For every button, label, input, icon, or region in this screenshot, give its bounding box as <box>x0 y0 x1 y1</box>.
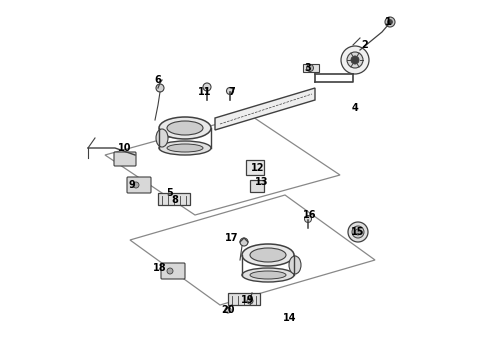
Ellipse shape <box>289 256 301 274</box>
Text: 18: 18 <box>153 263 167 273</box>
Ellipse shape <box>159 117 211 139</box>
Text: 16: 16 <box>303 210 317 220</box>
Circle shape <box>355 229 361 235</box>
Text: 17: 17 <box>225 233 239 243</box>
Text: 20: 20 <box>221 305 235 315</box>
Circle shape <box>203 83 211 91</box>
Text: 19: 19 <box>241 295 255 305</box>
Text: 4: 4 <box>352 103 358 113</box>
Ellipse shape <box>242 244 294 266</box>
Bar <box>250 180 264 192</box>
Circle shape <box>388 19 392 24</box>
Circle shape <box>307 64 314 72</box>
Text: 6: 6 <box>155 75 161 85</box>
Text: 8: 8 <box>172 195 178 205</box>
Circle shape <box>225 307 231 313</box>
Circle shape <box>167 268 173 274</box>
Polygon shape <box>215 88 315 130</box>
Circle shape <box>385 17 395 27</box>
Ellipse shape <box>167 144 203 152</box>
FancyBboxPatch shape <box>114 152 136 166</box>
Ellipse shape <box>250 271 286 279</box>
Bar <box>158 193 190 205</box>
Ellipse shape <box>250 248 286 262</box>
Ellipse shape <box>242 268 294 282</box>
Circle shape <box>341 46 369 74</box>
Text: 9: 9 <box>129 180 135 190</box>
Circle shape <box>226 87 234 95</box>
Text: 11: 11 <box>198 87 212 97</box>
Text: 12: 12 <box>251 163 265 173</box>
Text: 7: 7 <box>229 87 235 97</box>
Circle shape <box>240 238 248 246</box>
Text: 15: 15 <box>351 227 365 237</box>
Circle shape <box>347 52 363 68</box>
Ellipse shape <box>167 121 203 135</box>
Bar <box>246 160 264 175</box>
Text: 5: 5 <box>167 188 173 198</box>
Text: 14: 14 <box>283 313 297 323</box>
Circle shape <box>351 56 359 64</box>
Bar <box>228 293 260 305</box>
Ellipse shape <box>159 141 211 155</box>
FancyBboxPatch shape <box>127 177 151 193</box>
Circle shape <box>156 84 164 92</box>
Circle shape <box>304 216 312 222</box>
Ellipse shape <box>156 129 168 147</box>
Text: 1: 1 <box>385 17 392 27</box>
Circle shape <box>133 182 139 188</box>
Circle shape <box>352 226 364 238</box>
Text: 13: 13 <box>255 177 269 187</box>
Text: 2: 2 <box>362 40 368 50</box>
Polygon shape <box>303 64 319 72</box>
Circle shape <box>348 222 368 242</box>
Text: 3: 3 <box>305 63 311 73</box>
Text: 10: 10 <box>118 143 132 153</box>
Circle shape <box>247 298 253 304</box>
FancyBboxPatch shape <box>161 263 185 279</box>
